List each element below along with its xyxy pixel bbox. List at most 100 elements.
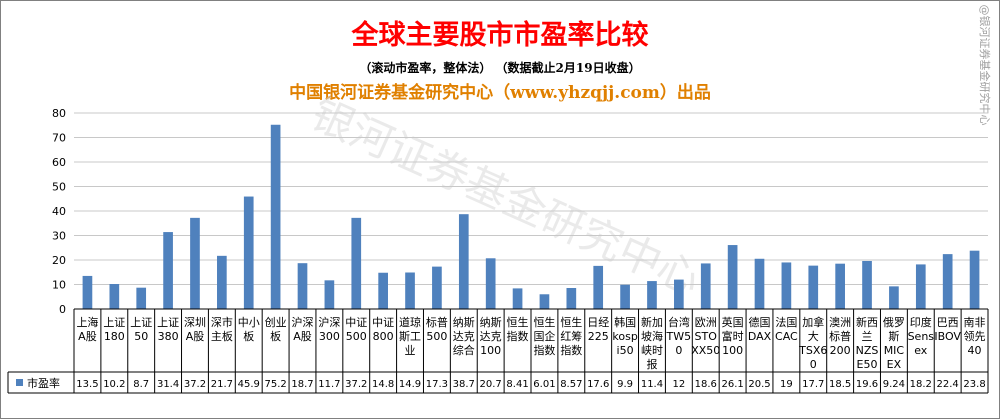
bar [217,255,227,309]
value-label: 20.5 [748,379,770,390]
value-label: 18.6 [695,379,717,390]
category-label: 俄罗斯 MIC EX [883,316,905,371]
bar [674,279,684,309]
bar [889,286,899,309]
category-label: 上海 A股 [76,315,98,343]
category-label: 新加坡海峡时报 [641,315,663,371]
category-label: 日经 225 [587,316,609,343]
category-label: 加拿大 TSX6 0 [798,315,827,371]
category-label: 南非领先 40 [964,316,986,357]
bar [700,263,711,309]
category-label: 恒生红筹指数 [560,315,582,357]
bar [593,265,604,309]
value-label: 37.2 [345,379,367,390]
value-label: 13.5 [76,379,98,390]
bar [862,260,872,309]
category-label: 英国富时 100 [722,315,744,357]
legend-label: 市盈率 [27,376,60,390]
watermark-text: 银河证券基金研究中心 [304,89,708,305]
y-tick-label: 50 [52,181,66,194]
value-label: 22.4 [937,379,959,390]
value-label: 18.2 [910,379,932,390]
category-label: 沪深 300 [318,315,340,343]
value-label: 37.2 [184,379,206,390]
y-tick-label: 20 [52,254,66,267]
category-label: 台湾 TW5 0 [666,315,692,357]
category-label: 沪深 A股 [292,315,314,343]
category-label: 欧洲 STO XX50 [691,316,720,357]
bar [647,281,657,309]
value-label: 11.4 [641,379,663,390]
category-label: 上证 380 [157,316,179,343]
category-label: 巴西 IBOV [934,316,961,343]
bar [620,284,630,309]
source-credit: 中国银河证券基金研究中心（www.yhzqjj.com）出品 [289,82,711,103]
category-label: 纳斯达克 100 [480,316,502,357]
category-label: 创业板 [265,316,287,343]
gridlines [74,112,988,310]
value-label: 17.7 [802,379,824,390]
bar-series [82,124,980,309]
bar [324,280,335,309]
value-label: 8.57 [560,379,582,390]
bar [754,258,765,309]
value-label: 9.24 [883,379,905,390]
bar [727,245,738,309]
value-label: 31.4 [157,379,179,390]
category-label: 深市主板 [211,315,233,343]
bar [781,262,792,309]
value-label: 21.7 [211,379,233,390]
value-label: 45.9 [238,379,260,390]
value-label: 18.7 [291,379,313,390]
bar [512,288,523,309]
bar [485,258,496,309]
category-label: 澳洲标普 200 [829,316,851,357]
value-label: 17.6 [587,379,609,390]
value-label: 38.7 [453,379,475,390]
y-axis: 0 10 20 30 40 50 60 70 80 [52,107,66,316]
y-tick-label: 40 [52,205,66,218]
chart-title: 全球主要股市市盈率比较 [351,19,649,51]
value-label: 10.2 [103,379,125,390]
category-label: 恒生国企指数 [533,315,555,357]
category-label: 法国 CAC [775,315,798,343]
value-label: 6.01 [533,379,555,390]
value-label: 8.41 [506,379,528,390]
bar [969,250,980,309]
bar [405,272,415,309]
bar [82,275,93,309]
category-label: 中证 800 [372,316,394,343]
category-label: 德国 DAX [748,315,772,343]
bar [835,263,845,309]
category-label: 深圳 A股 [184,316,206,343]
bar [566,288,577,309]
bar [243,196,254,309]
y-tick-label: 60 [52,156,66,169]
category-label: 纳斯达克综合 [453,316,475,357]
category-label: 恒生指数 [507,315,529,343]
value-label: 14.9 [399,379,421,390]
value-label: 12 [672,379,685,390]
category-label: 道琼斯工业 [399,315,421,357]
value-label: 9.9 [617,379,633,390]
category-label: 印度 Sens ex [908,315,935,357]
side-watermark: @银河证券基金研究中心 [978,5,992,126]
value-label: 18.5 [829,379,851,390]
bar [458,214,469,309]
category-label: 上证 50 [130,316,152,343]
category-label: 中小板 [238,316,260,343]
value-label: 75.2 [264,379,286,390]
value-label: 8.7 [133,379,149,390]
category-label: 中证 500 [345,316,367,343]
value-label: 23.8 [963,379,985,390]
bar [378,272,388,309]
chart-subtitle: （滚动市盈率，整体法） （数据截止2月19日收盘） [359,60,640,75]
value-label: 11.7 [318,379,340,390]
bar [297,263,308,309]
bar [109,284,120,309]
value-label: 20.7 [480,379,502,390]
bar [351,217,362,309]
value-label: 26.1 [721,379,743,390]
